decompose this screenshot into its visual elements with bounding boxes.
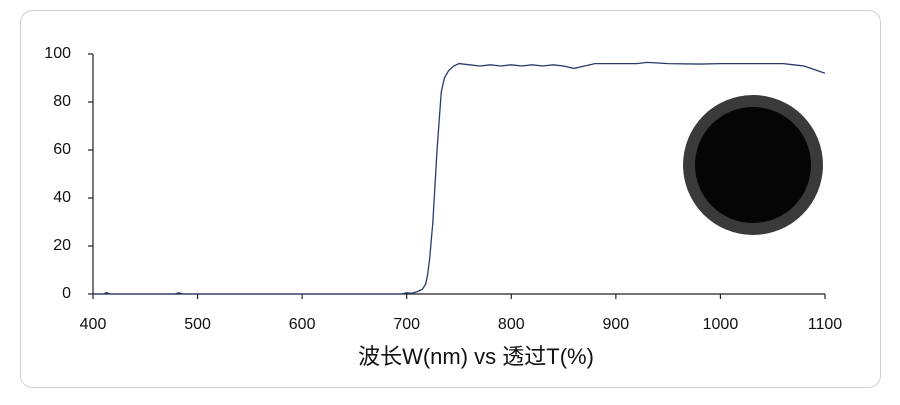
lens-image: [683, 95, 823, 235]
x-tick-label: 700: [393, 316, 420, 333]
x-tick-label: 600: [289, 316, 316, 333]
x-tick-label: 1000: [703, 316, 739, 333]
x-tick-label: 1100: [808, 316, 843, 333]
x-tick-label: 900: [603, 316, 630, 333]
x-tick-label: 400: [80, 316, 107, 333]
lens-center: [695, 107, 811, 223]
y-tick-label: 100: [44, 45, 71, 62]
y-tick-label: 80: [53, 93, 71, 110]
data-line: [93, 61, 826, 295]
card: [20, 10, 881, 388]
y-tick-label: 40: [53, 189, 71, 206]
x-tick-label: 800: [498, 316, 525, 333]
y-tick-label: 60: [53, 141, 71, 158]
y-tick-label: 0: [62, 285, 71, 302]
y-tick-label: 20: [53, 237, 71, 254]
x-tick-label: 500: [184, 316, 211, 333]
x-axis-label: 波长W(nm) vs 透过T(%): [358, 344, 594, 369]
